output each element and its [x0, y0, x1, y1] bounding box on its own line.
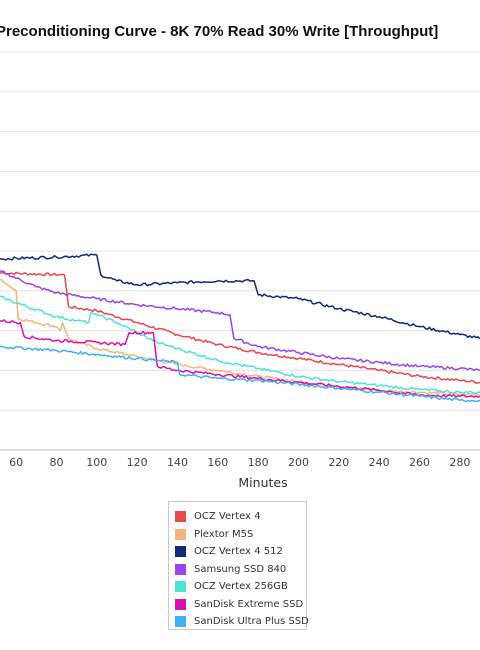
x-tick-label: 80 — [49, 456, 63, 469]
legend-swatch — [175, 546, 186, 558]
x-tick-label: 220 — [328, 456, 349, 469]
legend-swatch — [175, 581, 186, 593]
legend-label: OCZ Vertex 4 — [194, 511, 261, 523]
series-line-ocz-vertex-256gb — [0, 295, 480, 395]
legend-item[interactable]: OCZ Vertex 4 — [169, 508, 306, 526]
legend-item[interactable]: Samsung SSD 840 — [169, 561, 306, 579]
series-line-ocz-vertex-4 — [0, 271, 480, 384]
legend-item[interactable]: SanDisk Extreme SSD — [169, 596, 306, 614]
legend: OCZ Vertex 4 Plextor M5S OCZ Vertex 4 512 S… — [168, 501, 309, 631]
legend-item[interactable]: OCZ Vertex 4 512 — [169, 543, 306, 561]
legend-label: Plextor M5S — [194, 528, 254, 540]
series-line-plextor-m5s — [0, 278, 480, 397]
x-tick-label: 100 — [86, 456, 107, 469]
legend-swatch — [175, 563, 186, 575]
x-tick-label: 120 — [127, 456, 148, 469]
x-tick-label: 260 — [409, 456, 430, 469]
chart: Preconditioning Curve - 8K 70% Read 30% … — [0, 23, 480, 490]
x-tick-label: 200 — [288, 456, 309, 469]
legend-label: SanDisk Ultra Plus SSD — [194, 616, 309, 628]
x-tick-label: 160 — [207, 456, 228, 469]
legend-label: OCZ Vertex 256GB — [194, 581, 288, 593]
legend-swatch — [175, 598, 186, 610]
series-line-sandisk-extreme-ssd — [0, 319, 480, 399]
legend-swatch — [175, 616, 186, 628]
series-line-samsung-ssd-840 — [0, 270, 480, 372]
x-tick-label: 280 — [449, 456, 470, 469]
legend-label: SanDisk Extreme SSD — [194, 598, 304, 610]
chart-title: Preconditioning Curve - 8K 70% Read 30% … — [0, 23, 438, 40]
legend-item[interactable]: Plextor M5S — [169, 526, 306, 544]
x-tick-label: 240 — [369, 456, 390, 469]
series-lines — [0, 253, 480, 403]
x-axis-label: Minutes — [238, 475, 287, 490]
series-line-sandisk-ultra-plus-ssd — [0, 345, 480, 403]
legend-list: OCZ Vertex 4 Plextor M5S OCZ Vertex 4 512 S… — [169, 508, 309, 631]
legend-label: Samsung SSD 840 — [194, 563, 287, 575]
legend-label: OCZ Vertex 4 512 — [194, 546, 283, 558]
gridlines — [0, 51, 480, 451]
series-line-ocz-vertex-4-512 — [0, 253, 480, 340]
legend-swatch — [175, 528, 186, 540]
x-tick-label: 60 — [9, 456, 23, 469]
legend-swatch — [175, 511, 186, 523]
x-tick-label: 140 — [167, 456, 188, 469]
legend-item[interactable]: OCZ Vertex 256GB — [169, 578, 306, 596]
legend-item[interactable]: SanDisk Ultra Plus SSD — [169, 613, 309, 631]
x-tick-labels: 60 80 100 120 140 160 180 200 220 240 260 280 — [9, 456, 470, 469]
x-tick-label: 180 — [248, 456, 269, 469]
